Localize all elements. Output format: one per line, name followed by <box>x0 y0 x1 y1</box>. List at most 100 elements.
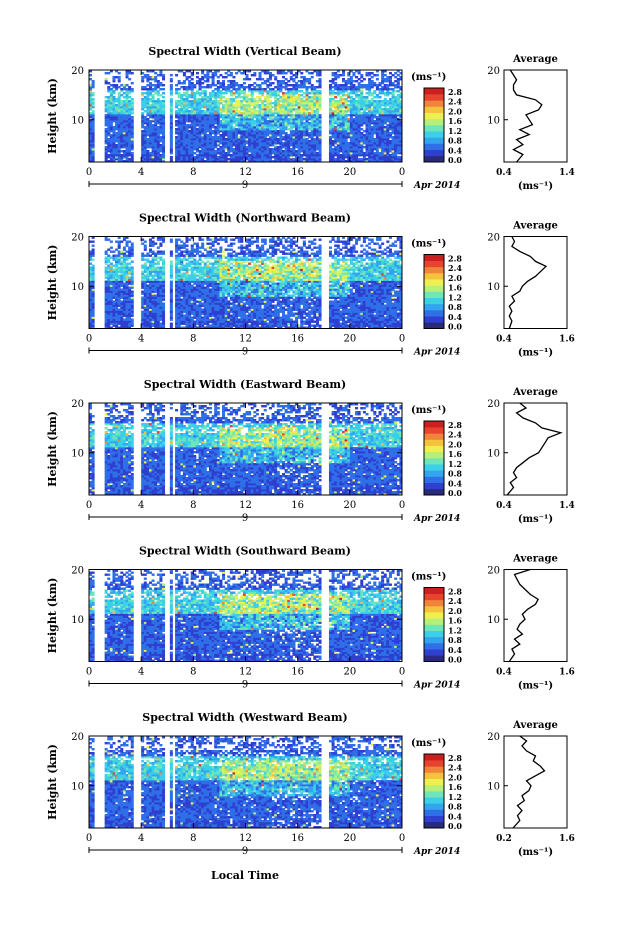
heatmap-cell <box>384 74 387 76</box>
heatmap-cell <box>154 253 157 255</box>
heatmap-cell <box>204 110 207 112</box>
heatmap-cell <box>386 108 389 110</box>
heatmap-cell <box>157 80 160 82</box>
heatmap-cell <box>246 94 249 96</box>
heatmap-cell <box>285 132 288 134</box>
heatmap-cell <box>342 110 345 112</box>
heatmap-cell <box>152 241 155 243</box>
x-tick-label: 12 <box>239 167 252 178</box>
heatmap-cell <box>277 138 280 140</box>
heatmap-cell <box>371 98 374 100</box>
heatmap-cell <box>123 84 126 86</box>
heatmap-cell <box>105 96 108 98</box>
heatmap-cell <box>350 96 353 98</box>
heatmap-cell <box>282 80 285 82</box>
colorbar-swatch <box>424 150 444 156</box>
heatmap-cell <box>285 82 288 84</box>
heatmap-cell <box>373 90 376 92</box>
date-month-label: Apr 2014 <box>413 181 460 191</box>
heatmap-cell <box>316 80 319 82</box>
heatmap-cell <box>334 146 337 148</box>
heatmap-cell <box>196 72 199 74</box>
heatmap-cell <box>355 100 358 102</box>
heatmap-cell <box>149 104 152 106</box>
heatmap-cell <box>120 289 123 291</box>
heatmap-cell <box>110 134 113 136</box>
heatmap-cells <box>89 70 402 162</box>
heatmap-cell <box>144 241 147 243</box>
heatmap-cell <box>120 84 123 86</box>
heatmap-cell <box>282 142 285 144</box>
heatmap-cell <box>269 72 272 74</box>
heatmap-cell <box>183 98 186 100</box>
heatmap-cell <box>311 72 314 74</box>
heatmap-cell <box>219 108 222 110</box>
heatmap-cell <box>295 82 298 84</box>
heatmap-cell <box>360 80 363 82</box>
heatmap-cell <box>180 94 183 96</box>
heatmap-cell <box>274 86 277 88</box>
heatmap-cell <box>230 80 233 82</box>
colorbar-unit-label: (ms⁻¹) <box>411 72 446 83</box>
panel-title: Spectral Width (Northward Beam) <box>139 212 351 225</box>
heatmap-cell <box>204 90 207 92</box>
heatmap-cell <box>120 100 123 102</box>
heatmap-cell <box>274 76 277 78</box>
heatmap-cell <box>386 76 389 78</box>
heatmap-cell <box>144 110 147 112</box>
heatmap-cell <box>154 243 157 245</box>
heatmap-cell <box>152 84 155 86</box>
colorbar-swatch <box>424 94 444 100</box>
heatmap-cell <box>319 114 322 116</box>
heatmap-cell <box>146 285 149 287</box>
heatmap-cell <box>146 253 149 255</box>
heatmap-cell <box>277 146 280 148</box>
heatmap-cell <box>240 84 243 86</box>
heatmap-cell <box>115 255 118 257</box>
heatmap-cell <box>292 74 295 76</box>
heatmap-cell <box>235 88 238 90</box>
heatmap-cell <box>238 100 241 102</box>
heatmap-cell <box>206 84 209 86</box>
heatmap-cell <box>256 84 259 86</box>
heatmap-cell <box>201 76 204 78</box>
heatmap-cell <box>159 144 162 146</box>
heatmap-cell <box>159 82 162 84</box>
heatmap-cell <box>259 84 262 86</box>
heatmap-cell <box>342 78 345 80</box>
heatmap-cell <box>279 80 282 82</box>
heatmap-cell <box>337 74 340 76</box>
heatmap-cell <box>105 100 108 102</box>
heatmap-cell <box>287 118 290 120</box>
heatmap-cell <box>123 92 126 94</box>
heatmap-cell <box>253 82 256 84</box>
heatmap-cell <box>126 88 129 90</box>
heatmap-cell <box>188 110 191 112</box>
heatmap-cell <box>159 100 162 102</box>
heatmap-cell <box>152 94 155 96</box>
heatmap-cell <box>365 92 368 94</box>
heatmap-cell <box>274 116 277 118</box>
heatmap-cell <box>246 86 249 88</box>
heatmap-cell <box>305 138 308 140</box>
heatmap-cell <box>311 96 314 98</box>
heatmap-cell <box>308 92 311 94</box>
heatmap-cell <box>282 92 285 94</box>
heatmap-cell <box>266 120 269 122</box>
heatmap-cell <box>144 126 147 128</box>
heatmap-cell <box>256 110 259 112</box>
heatmap-cell <box>256 96 259 98</box>
heatmap-cell <box>347 86 350 88</box>
heatmap-cell <box>332 78 335 80</box>
heatmap-cell <box>159 267 162 269</box>
heatmap-cell <box>305 86 308 88</box>
heatmap-cell <box>201 110 204 112</box>
heatmap-cell <box>120 251 123 253</box>
heatmap-cell <box>92 245 95 247</box>
heatmap-cell <box>149 261 152 263</box>
heatmap-cell <box>373 120 376 122</box>
heatmap-cell <box>126 241 129 243</box>
heatmap-cell <box>308 122 311 124</box>
heatmap-cell <box>261 78 264 80</box>
heatmap-cell <box>154 100 157 102</box>
